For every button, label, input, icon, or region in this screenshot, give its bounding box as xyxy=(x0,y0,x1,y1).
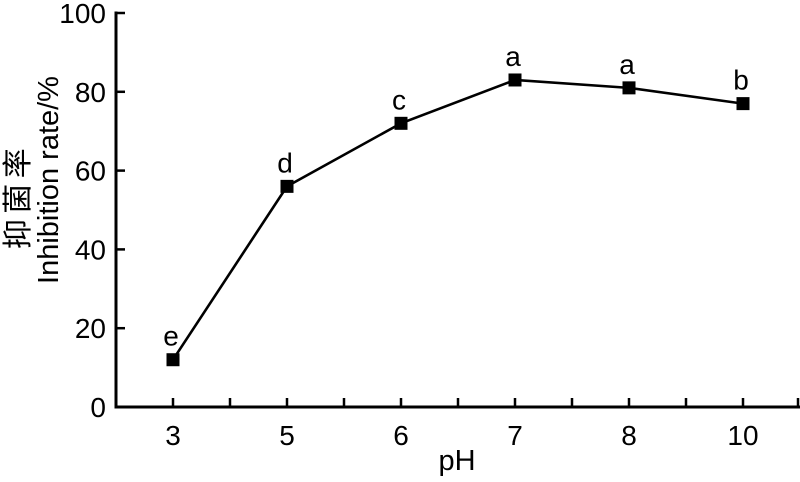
x-axis-title: pH xyxy=(438,445,475,477)
data-point-marker xyxy=(622,81,636,95)
point-labels: e d c a a b xyxy=(163,41,749,352)
x-tick-label: 10 xyxy=(727,420,758,451)
x-axis: 3 5 6 7 8 10 xyxy=(114,398,800,451)
series-polyline xyxy=(171,78,744,361)
y-axis: 0 20 40 60 80 100 xyxy=(59,0,125,423)
data-point-marker xyxy=(736,97,750,111)
y-tick-label: 0 xyxy=(90,392,106,423)
point-letter-label: d xyxy=(277,147,293,178)
point-letter-label: a xyxy=(619,49,635,80)
y-tick-label: 60 xyxy=(75,156,106,187)
y-tick-label: 80 xyxy=(75,77,106,108)
data-point-marker xyxy=(508,73,522,87)
data-point-marker xyxy=(280,179,294,193)
x-tick-label: 8 xyxy=(621,420,637,451)
point-letter-label: a xyxy=(505,41,521,72)
point-letter-label: c xyxy=(392,84,406,115)
point-letter-label: b xyxy=(733,65,749,96)
y-axis-title-zh: 抑菌率 xyxy=(2,143,35,249)
x-tick-label: 5 xyxy=(279,420,295,451)
x-tick-label: 3 xyxy=(165,420,181,451)
data-point-marker xyxy=(166,353,180,367)
y-axis-title-en: Inhibition rate/% xyxy=(33,76,65,284)
data-series xyxy=(166,73,750,367)
data-point-marker xyxy=(394,116,408,130)
y-tick-label: 40 xyxy=(75,234,106,265)
x-tick-label: 6 xyxy=(393,420,409,451)
point-letter-label: e xyxy=(163,321,179,352)
y-tick-label: 20 xyxy=(75,313,106,344)
y-tick-label: 100 xyxy=(59,0,106,29)
x-tick-label: 7 xyxy=(507,420,523,451)
